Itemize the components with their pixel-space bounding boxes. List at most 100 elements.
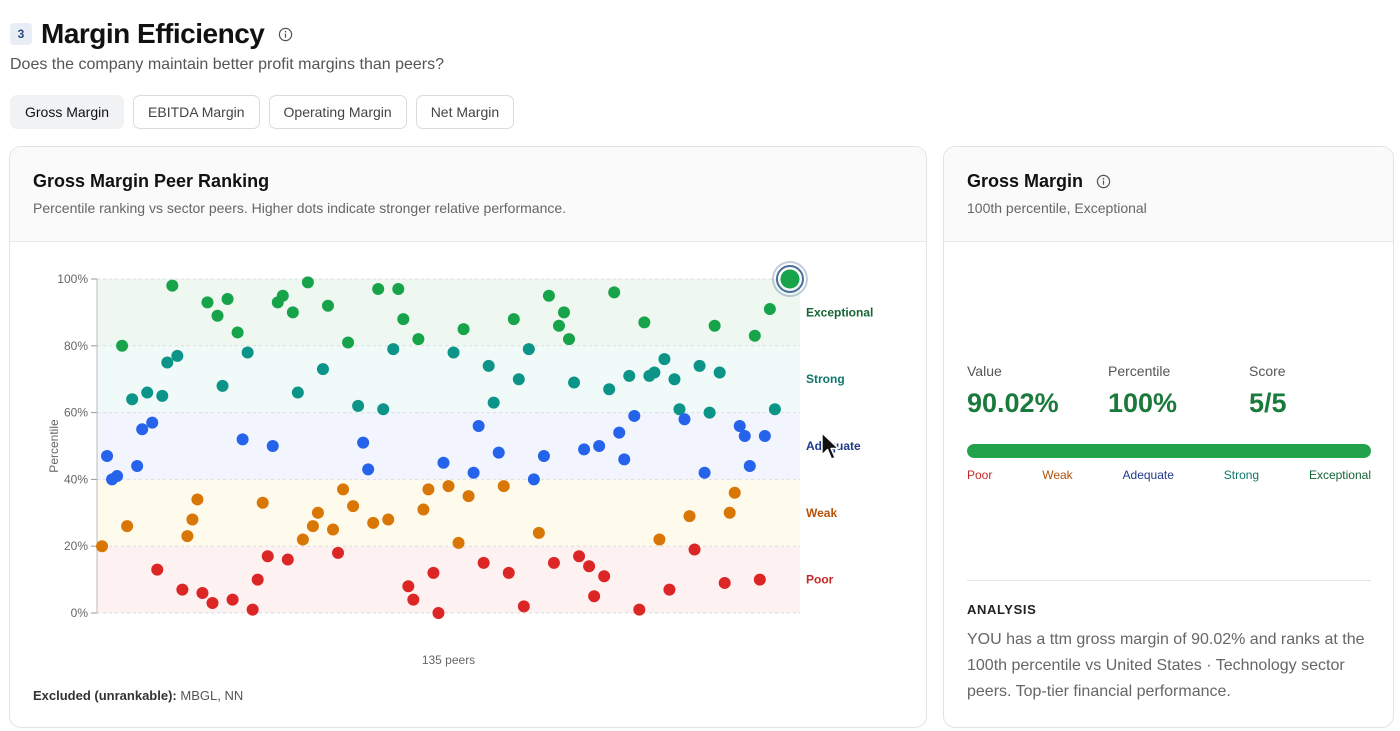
score-scale-labels: Poor Weak Adequate Strong Exceptional xyxy=(967,468,1371,482)
peer-point xyxy=(447,346,460,359)
peer-point xyxy=(683,510,696,523)
band-label-poor: Poor xyxy=(806,573,834,587)
peer-point xyxy=(171,349,184,362)
peer-point xyxy=(231,326,244,339)
peer-point xyxy=(522,343,535,356)
peer-ranking-chart: 0% 20% 40% 60% 80% 100% Percentile 135 peers Poo… xyxy=(47,261,873,667)
score-progress-bar xyxy=(967,444,1371,458)
peer-point xyxy=(146,416,159,429)
peer-point xyxy=(156,389,169,402)
peer-point xyxy=(121,520,134,533)
peer-point xyxy=(618,453,631,466)
metric-values: Value 90.02% Percentile 100% Score 5/5 xyxy=(967,363,1390,419)
peer-point xyxy=(332,546,345,559)
peer-point xyxy=(472,419,485,432)
metric-number: 100% xyxy=(1108,388,1178,418)
tab-gross-margin[interactable]: Gross Margin xyxy=(10,95,125,129)
peer-point xyxy=(196,586,209,599)
peer-point xyxy=(497,480,510,493)
x-axis-label: 135 peers xyxy=(422,653,475,667)
peer-point xyxy=(678,413,691,426)
peer-point xyxy=(261,550,274,563)
peer-point xyxy=(557,306,570,319)
metric-score: Score 5/5 xyxy=(1249,363,1390,419)
peer-point xyxy=(758,429,771,442)
metric-label: Value xyxy=(967,363,1002,379)
peer-point xyxy=(266,440,279,452)
peer-point xyxy=(151,563,164,576)
scale-label-strong: Strong xyxy=(1223,468,1260,482)
peer-point xyxy=(316,363,329,376)
company-highlight-ring xyxy=(775,265,804,293)
peer-point xyxy=(437,456,450,469)
peer-point xyxy=(728,486,741,499)
section-subtitle: Does the company maintain better profit … xyxy=(10,56,445,73)
band-label-exceptional: Exceptional xyxy=(806,305,873,319)
peer-point xyxy=(613,426,626,439)
peer-point xyxy=(763,303,776,316)
peer-point xyxy=(402,580,415,593)
metric-tabs: Gross Margin EBITDA Margin Operating Mar… xyxy=(10,95,515,129)
company-point xyxy=(780,269,800,289)
chart-title: Gross Margin Peer Ranking xyxy=(33,171,270,191)
peer-point xyxy=(748,329,761,342)
section-header: 3 Margin Efficiency xyxy=(10,18,293,50)
tab-net-margin[interactable]: Net Margin xyxy=(415,95,515,129)
peer-point xyxy=(492,446,505,459)
peer-point xyxy=(527,473,540,486)
peer-point xyxy=(301,276,314,289)
scale-label-adequate: Adequate xyxy=(1122,468,1174,482)
peer-point xyxy=(251,573,264,586)
y-tick-label: 60% xyxy=(64,406,88,420)
peer-point xyxy=(532,526,545,539)
peer-point xyxy=(166,279,179,292)
peer-point xyxy=(342,336,355,349)
band-poor xyxy=(97,546,800,613)
peer-point xyxy=(387,343,400,356)
y-tick-label: 20% xyxy=(64,539,88,553)
peer-point xyxy=(392,283,405,296)
chart-subtitle: Percentile ranking vs sector peers. High… xyxy=(33,200,567,216)
peer-point xyxy=(327,523,340,536)
excluded-label: Excluded (unrankable): xyxy=(33,688,177,703)
peer-ranking-card: Gross Margin Peer Ranking Percentile ran… xyxy=(9,146,927,728)
peer-point xyxy=(181,530,194,543)
peer-point xyxy=(547,556,560,569)
peer-point xyxy=(337,483,350,496)
tab-ebitda-margin[interactable]: EBITDA Margin xyxy=(133,95,260,129)
peer-point xyxy=(648,366,661,379)
scale-label-weak: Weak xyxy=(1042,468,1073,482)
peer-point xyxy=(186,513,199,526)
peer-point xyxy=(658,353,671,366)
metric-detail-card: Gross Margin 100th percentile, Exception… xyxy=(943,146,1394,728)
peer-point xyxy=(698,466,711,479)
peer-point xyxy=(502,566,515,579)
score-progress-fill xyxy=(967,444,1371,458)
peer-point xyxy=(487,396,500,409)
peer-point xyxy=(407,593,420,606)
metric-number: 90.02% xyxy=(967,388,1059,418)
tab-operating-margin[interactable]: Operating Margin xyxy=(268,95,407,129)
peer-point xyxy=(191,493,204,506)
info-icon[interactable] xyxy=(1096,174,1111,189)
peer-point xyxy=(206,596,219,609)
peer-point xyxy=(743,460,756,473)
peer-point xyxy=(136,423,149,436)
peer-point xyxy=(552,319,565,332)
peer-point xyxy=(638,316,651,329)
peer-point xyxy=(236,433,249,446)
peer-point xyxy=(703,406,716,419)
peer-point xyxy=(432,607,445,619)
peer-point xyxy=(286,306,299,319)
peer-point xyxy=(141,386,154,399)
peer-point xyxy=(372,283,385,296)
peer-point xyxy=(362,463,375,476)
y-tick-label: 40% xyxy=(64,472,88,486)
metric-percentile: Percentile 100% xyxy=(1108,363,1249,419)
peer-point xyxy=(442,480,455,493)
peer-point xyxy=(116,339,129,352)
detail-title: Gross Margin xyxy=(967,171,1370,192)
info-icon[interactable] xyxy=(278,27,293,42)
peer-point xyxy=(367,516,380,529)
peer-point xyxy=(467,466,480,479)
